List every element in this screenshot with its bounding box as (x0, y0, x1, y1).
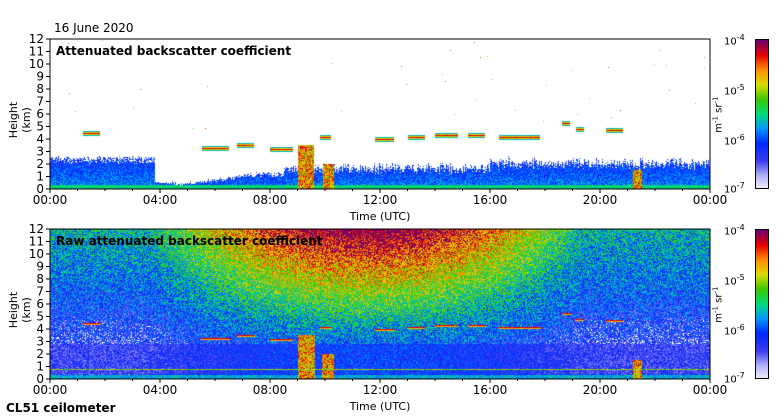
top-ytick-label: 2 (36, 157, 44, 171)
top-ytick-label: 6 (36, 107, 44, 121)
top-xtick-label: 12:00 (363, 193, 398, 207)
colorbar-tick-bottom-1: 10-5 (724, 273, 745, 288)
x-axis-label-bottom: Time (UTC) (349, 400, 411, 413)
top-ytick-label: 4 (36, 132, 44, 146)
top-ytick-label: 12 (29, 32, 44, 46)
top-ytick-label: 1 (36, 170, 44, 184)
top-ytick-label: 11 (29, 45, 44, 59)
bottom-xtick-label: 16:00 (473, 383, 508, 397)
bottom-ytick-label: 12 (29, 222, 44, 236)
heatmap-raw-attenuated-backscatter (50, 229, 710, 379)
colorbar-unit-label-bottom: m-1 sr-1 (711, 286, 725, 323)
bottom-ytick-label: 5 (36, 310, 44, 324)
bottom-plot-frame (49, 228, 711, 380)
top-ytick-label: 0 (36, 182, 44, 196)
top-ytick-label: 7 (36, 95, 44, 109)
bottom-xtick-label: 04:00 (143, 383, 178, 397)
instrument-label: CL51 ceilometer (6, 401, 116, 415)
panel-top: 0 1 2 3 4 5 6 7 8 9 10 11 12 00:00 04:00 08:00 12:00 16:0… (7, 32, 769, 223)
colorbar-tick-top-0: 10-4 (724, 33, 745, 48)
bottom-xtick-label: 20:00 (583, 383, 618, 397)
bottom-ytick-label: 1 (36, 360, 44, 374)
top-xtick-label: 16:00 (473, 193, 508, 207)
bottom-ytick-label: 8 (36, 272, 44, 286)
bottom-ytick-label: 0 (36, 372, 44, 386)
bottom-xtick-label: 08:00 (253, 383, 288, 397)
chart-title-bottom: Raw attenuated backscatter coefficient (56, 234, 323, 248)
top-xtick-label: 00:00 (33, 193, 68, 207)
top-ytick-label: 5 (36, 120, 44, 134)
bottom-xtick-label: 12:00 (363, 383, 398, 397)
bottom-xtick-label: 00:00 (693, 383, 728, 397)
heatmap-attenuated-backscatter (50, 39, 710, 189)
bottom-xtick-label: 00:00 (33, 383, 68, 397)
bottom-ytick-label: 7 (36, 285, 44, 299)
colorbar-tick-bottom-2: 10-6 (724, 323, 745, 338)
bottom-ytick-label: 9 (36, 260, 44, 274)
colorbar-tick-bottom-3: 10-7 (724, 371, 745, 386)
top-ytick-label: 8 (36, 82, 44, 96)
date-label: 16 June 2020 (54, 21, 134, 35)
bottom-ytick-label: 4 (36, 322, 44, 336)
top-xtick-label: 00:00 (693, 193, 728, 207)
x-axis-label-top: Time (UTC) (349, 210, 411, 223)
bottom-ytick-label: 3 (36, 335, 44, 349)
top-ytick-label: 3 (36, 145, 44, 159)
bottom-ytick-label: 2 (36, 347, 44, 361)
top-xtick-label: 20:00 (583, 193, 618, 207)
bottom-ytick-label: 6 (36, 297, 44, 311)
colorbar-tick-bottom-0: 10-4 (724, 223, 745, 238)
top-xtick-label: 04:00 (143, 193, 178, 207)
colorbar-tick-top-3: 10-7 (724, 181, 745, 196)
top-ytick-label: 10 (29, 57, 44, 71)
y-axis-label-bottom: Height (km) (7, 291, 33, 329)
colorbar-top (755, 39, 769, 189)
colorbar-tick-top-1: 10-5 (724, 83, 745, 98)
bottom-ytick-label: 11 (29, 235, 44, 249)
colorbar-tick-top-2: 10-6 (724, 133, 745, 148)
top-xtick-label: 08:00 (253, 193, 288, 207)
top-ytick-label: 9 (36, 70, 44, 84)
colorbar-bottom (755, 229, 769, 379)
chart-title-top: Attenuated backscatter coefficient (56, 44, 292, 58)
bottom-ytick-label: 10 (29, 247, 44, 261)
